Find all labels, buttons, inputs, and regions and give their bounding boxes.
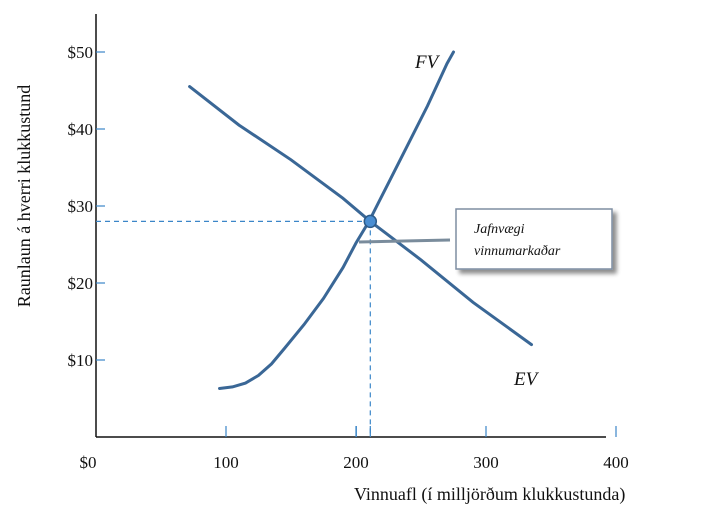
supply-curve-label: FV	[414, 52, 441, 73]
callout-line-1: Jafnvægi	[474, 222, 525, 237]
x-tick-label: $0	[80, 453, 97, 472]
y-axis-title: Raunlaun á hverri klukkustund	[14, 85, 34, 307]
x-tick-label: 200	[343, 453, 369, 472]
equilibrium-point	[363, 214, 378, 229]
y-tick-label: $30	[68, 197, 94, 216]
y-tick-label: $40	[68, 120, 94, 139]
x-tick-label: 400	[603, 453, 629, 472]
labor-demand-curve	[188, 85, 533, 347]
callout-line-2: vinnumarkaðar	[474, 244, 561, 259]
x-ticks: $0 100 200 300 400	[80, 426, 629, 472]
x-axis-title: Vinnuafl (í milljörðum klukkustunda)	[354, 484, 625, 505]
y-tick-label: $20	[68, 274, 94, 293]
x-tick-label: 100	[213, 453, 239, 472]
labor-supply-curve	[218, 50, 455, 390]
x-tick-label: 300	[473, 453, 499, 472]
y-tick-label: $10	[68, 351, 94, 370]
demand-curve-label: EV	[513, 369, 540, 390]
callout-leader-line	[358, 238, 451, 244]
callout-box	[455, 208, 613, 270]
y-ticks: $10 $20 $30 $40 $50	[68, 43, 105, 370]
y-tick-label: $50	[68, 43, 94, 62]
